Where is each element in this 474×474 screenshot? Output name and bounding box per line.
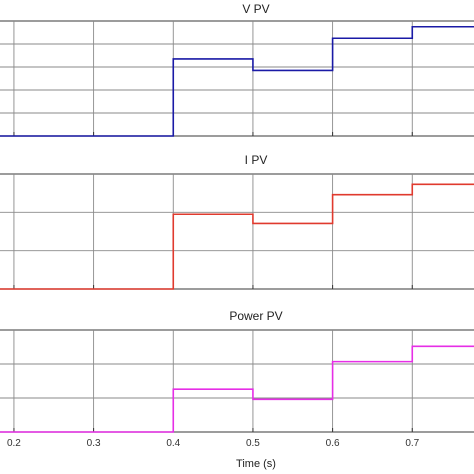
title-power-pv: Power PV	[229, 309, 282, 323]
series-v-pv	[0, 25, 474, 137]
x-tick-label: 0.2	[7, 438, 21, 449]
axes-frame	[0, 173, 474, 290]
x-tick-label: 0.6	[326, 438, 340, 449]
grid-v-pv	[0, 20, 474, 137]
axes-frame	[0, 329, 474, 433]
series-power-pv	[0, 345, 474, 433]
series-line	[0, 345, 474, 433]
series-line	[0, 25, 474, 137]
series-line	[0, 183, 474, 290]
panel-power-pv: Power PV 0.2 0.3 0.4 0.5 0.6 0.7 Time (s)	[0, 309, 474, 470]
x-tick-label: 0.7	[405, 438, 419, 449]
x-tick-label: 0.5	[246, 438, 260, 449]
grid-power-pv	[0, 329, 474, 433]
title-v-pv: V PV	[242, 2, 269, 16]
x-tick-label: 0.4	[166, 438, 180, 449]
axes-frame	[0, 20, 474, 137]
x-axis-label: Time (s)	[236, 458, 276, 470]
panel-v-pv: V PV	[0, 2, 474, 137]
series-i-pv	[0, 183, 474, 290]
panel-i-pv: I PV	[0, 153, 474, 290]
x-tick-label: 0.3	[87, 438, 101, 449]
x-tick-labels: 0.2 0.3 0.4 0.5 0.6 0.7	[7, 438, 420, 449]
title-i-pv: I PV	[245, 153, 268, 167]
grid-i-pv	[0, 173, 474, 290]
